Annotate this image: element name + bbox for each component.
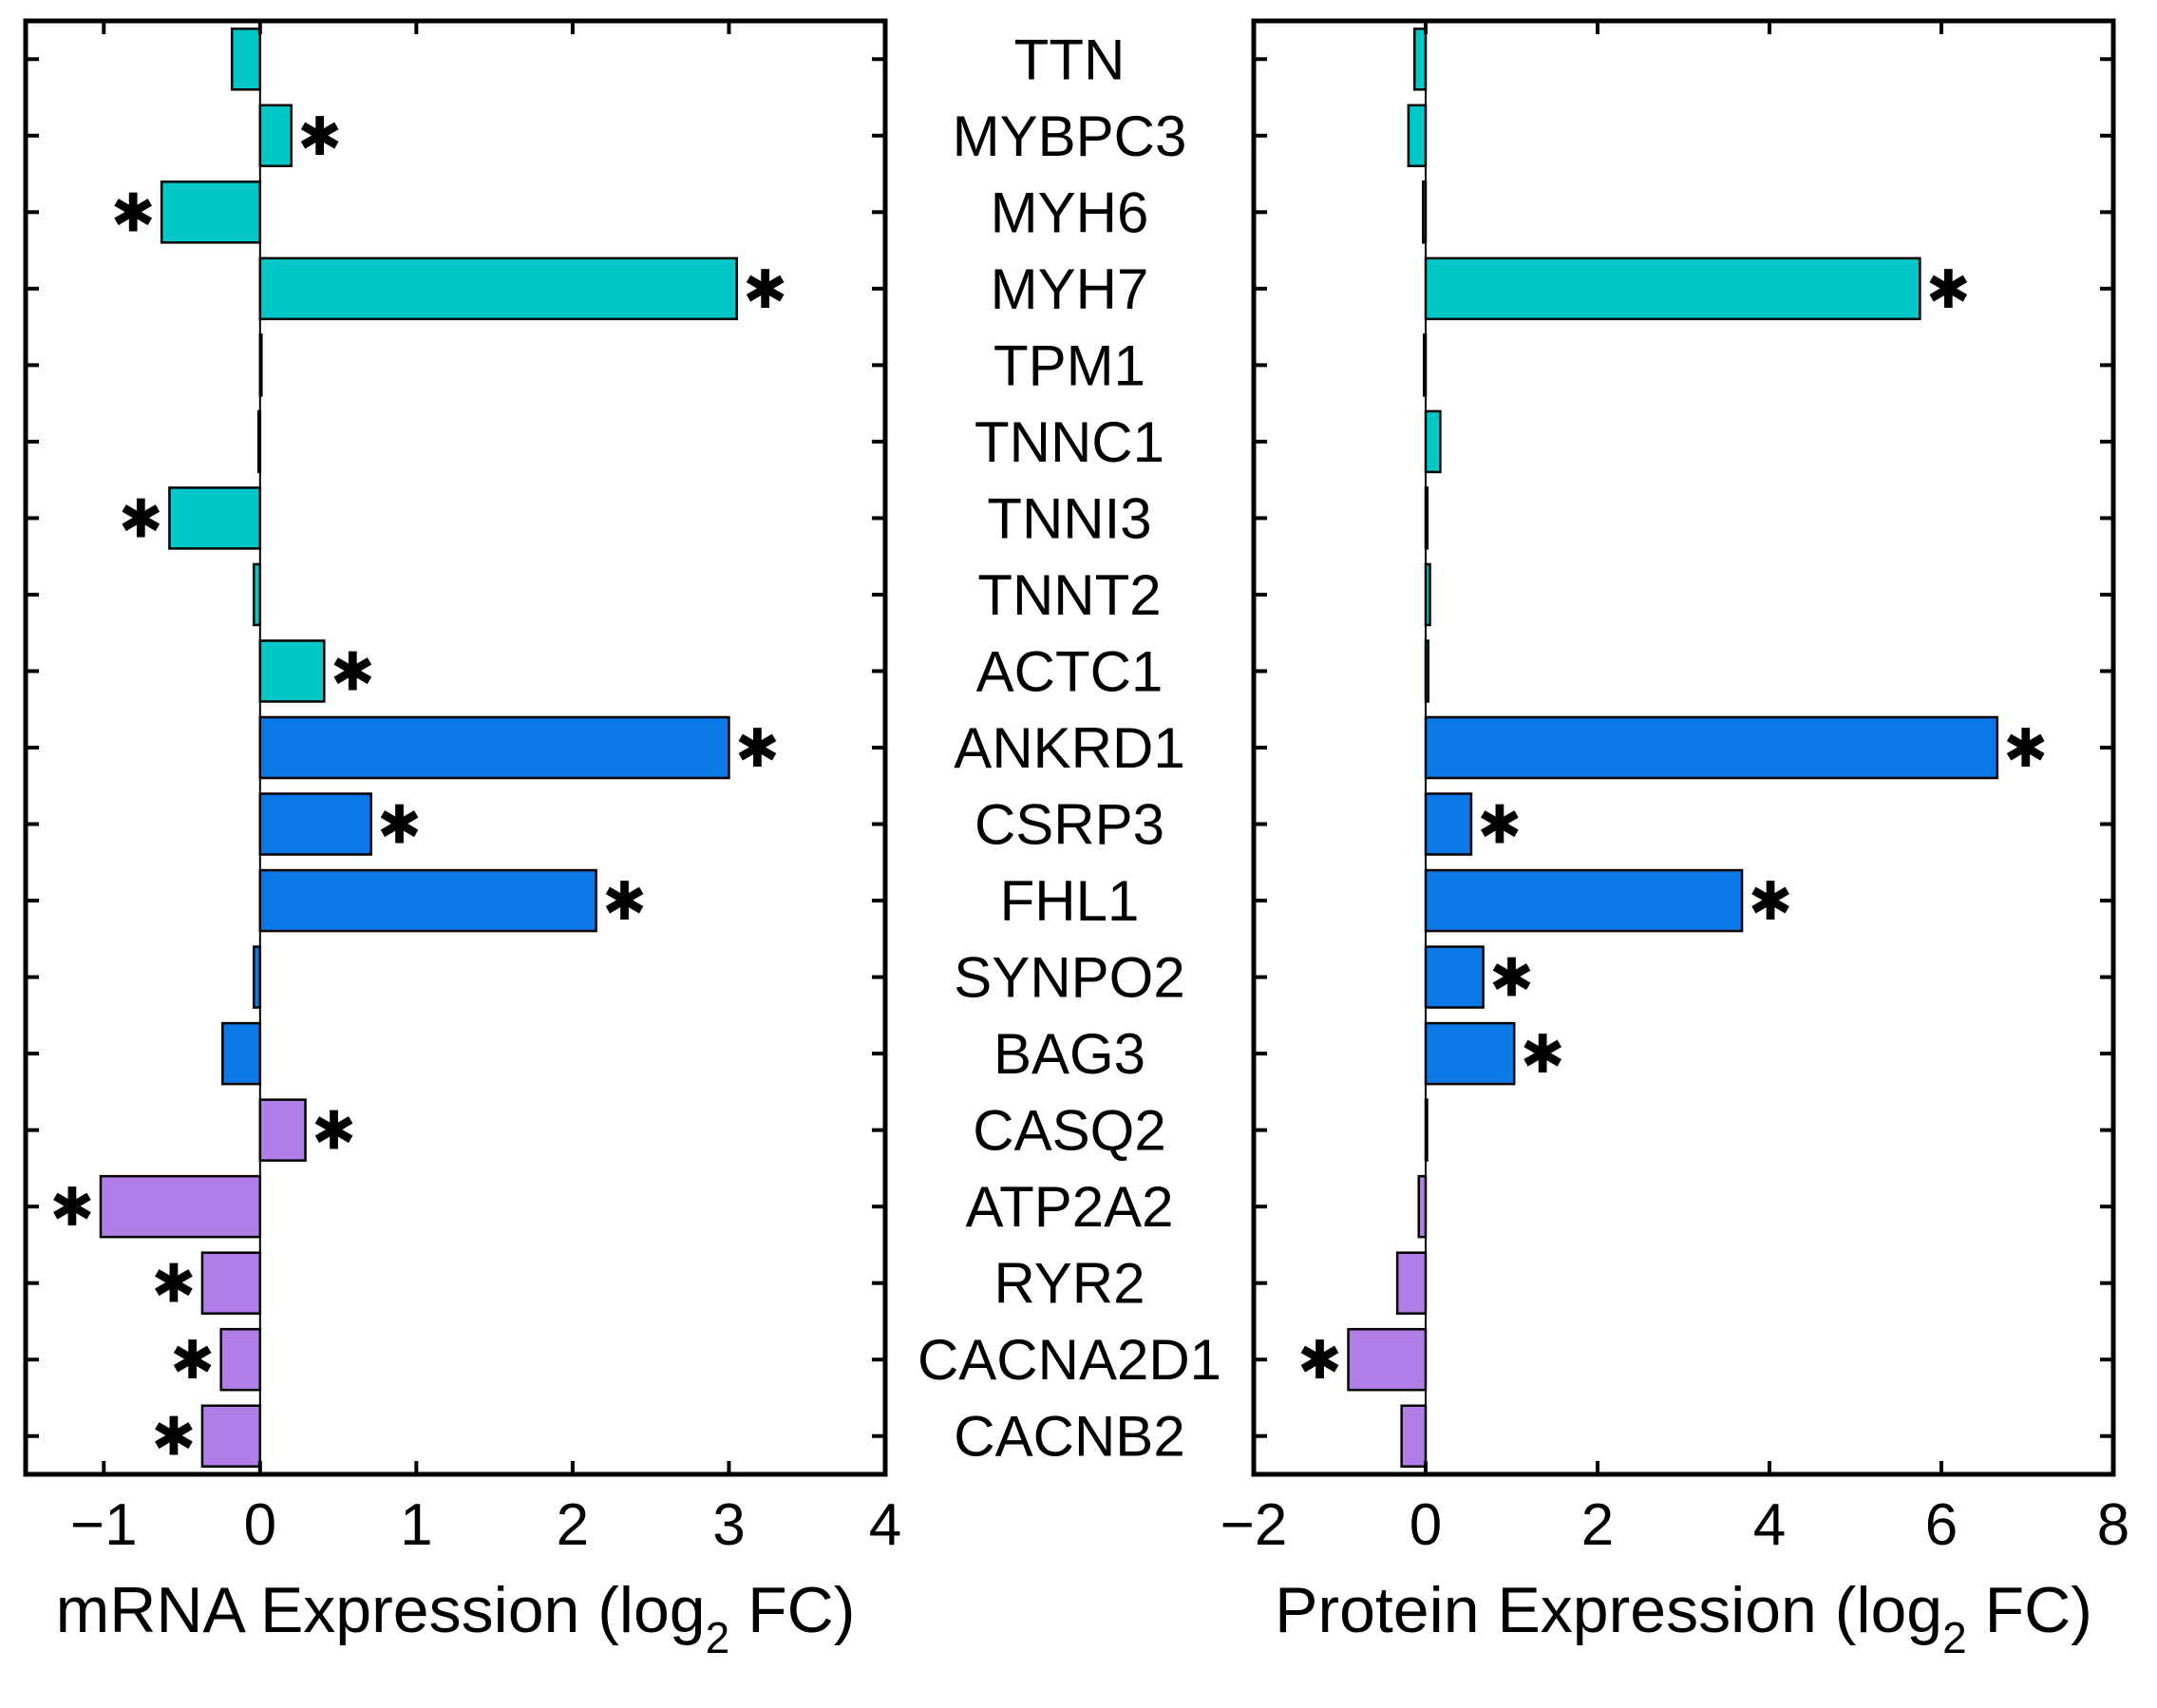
significance-star-protein-csrp3: ✱ [1478,795,1523,855]
xtick-label-protein: 0 [1410,1492,1442,1558]
significance-star-mrna-ankrd1: ✱ [735,718,780,778]
xtick-label-mrna: 3 [712,1492,745,1558]
bar-protein-myh7 [1424,256,1921,321]
significance-star-mrna-cacna2d1: ✱ [170,1330,215,1390]
bar-protein-synpo2 [1424,945,1485,1009]
xtick-label-mrna: 1 [400,1492,432,1558]
gene-label-cacnb2: CACNB2 [954,1405,1184,1469]
bar-protein-atp2a2 [1417,1174,1428,1239]
gene-label-tnnc1: TNNC1 [974,410,1164,474]
bar-mrna-mybpc3 [258,104,293,168]
bar-protein-mybpc3 [1407,104,1428,168]
bar-mrna-csrp3 [258,792,372,856]
bar-mrna-casq2 [258,1098,307,1162]
xtick-label-mrna: 4 [869,1492,901,1558]
xtick-label-protein: 2 [1581,1492,1614,1558]
significance-star-mrna-atp2a2: ✱ [50,1177,95,1237]
gene-label-tpm1: TPM1 [993,333,1145,397]
significance-star-protein-myh7: ✱ [1926,259,1971,319]
gene-label-myh7: MYH7 [991,257,1149,321]
bar-mrna-fhl1 [258,868,597,933]
bar-protein-cacna2d1 [1347,1327,1428,1392]
x-axis-label-protein: Protein Expression (log2 FC) [1275,1574,2092,1662]
xtick-label-protein: 8 [2097,1492,2129,1558]
gene-label-casq2: CASQ2 [973,1099,1165,1163]
gene-label-actc1: ACTC1 [976,639,1164,703]
bar-mrna-ankrd1 [258,715,730,780]
bar-mrna-myh7 [258,256,738,321]
xtick-label-mrna: 2 [557,1492,589,1558]
bar-protein-ankrd1 [1424,715,1999,780]
bar-protein-ttn [1412,28,1428,91]
axis-frame-protein [1251,18,2116,1477]
bar-mrna-cacnb2 [200,1404,262,1468]
xtick-label-mrna: 0 [244,1492,276,1558]
gene-label-ryr2: RYR2 [994,1252,1145,1316]
xtick-label-mrna: −1 [70,1492,138,1558]
significance-star-mrna-casq2: ✱ [312,1101,356,1161]
bar-mrna-myh6 [160,180,262,244]
xtick-label-protein: −2 [1220,1492,1288,1558]
significance-star-protein-fhl1: ✱ [1749,871,1793,931]
bar-protein-tnnc1 [1424,409,1442,474]
gene-label-myh6: MYH6 [991,180,1149,244]
significance-star-protein-bag3: ✱ [1521,1024,1565,1084]
gene-label-tnnt2: TNNT2 [977,563,1161,627]
significance-star-mrna-fhl1: ✱ [602,871,647,931]
bar-protein-bag3 [1424,1021,1516,1086]
bar-mrna-tnni3 [168,486,262,550]
bar-mrna-actc1 [258,639,326,703]
bar-mrna-atp2a2 [99,1174,262,1239]
significance-star-mrna-mybpc3: ✱ [297,106,342,166]
significance-star-mrna-actc1: ✱ [331,641,375,701]
significance-star-mrna-ryr2: ✱ [151,1254,196,1314]
gene-label-mybpc3: MYBPC3 [953,104,1187,168]
gene-label-fhl1: FHL1 [1000,869,1140,933]
gene-label-atp2a2: ATP2A2 [966,1175,1174,1239]
bar-protein-ryr2 [1395,1251,1428,1315]
bar-protein-csrp3 [1424,792,1473,856]
gene-label-ttn: TTN [1014,28,1126,91]
significance-star-mrna-myh6: ✱ [111,182,156,242]
bar-mrna-ryr2 [200,1251,262,1315]
x-axis-label-mrna: mRNA Expression (log2 FC) [56,1574,856,1662]
significance-star-mrna-myh7: ✱ [743,259,787,319]
gene-label-csrp3: CSRP3 [974,793,1164,857]
bar-protein-fhl1 [1424,868,1744,933]
gene-label-cacna2d1: CACNA2D1 [918,1328,1221,1392]
significance-star-protein-cacna2d1: ✱ [1297,1330,1342,1390]
xtick-label-protein: 4 [1753,1492,1786,1558]
bar-mrna-bag3 [221,1021,262,1086]
xtick-label-protein: 6 [1925,1492,1958,1558]
significance-star-mrna-tnni3: ✱ [119,488,163,548]
bar-mrna-cacna2d1 [219,1327,262,1392]
bar-protein-cacnb2 [1400,1404,1428,1468]
significance-star-mrna-cacnb2: ✱ [151,1407,196,1467]
gene-label-bag3: BAG3 [993,1022,1145,1086]
significance-star-protein-synpo2: ✱ [1489,948,1534,1008]
gene-label-column: TTN MYBPC3 MYH6 MYH7 TPM1 TNNC1 TNNI3 TNNT2 ACTC… [918,28,1221,1468]
gene-label-tnni3: TNNI3 [987,486,1151,550]
bar-mrna-ttn [230,28,262,91]
axis-frame-mrna [23,18,888,1477]
significance-star-mrna-csrp3: ✱ [377,795,422,855]
gene-label-ankrd1: ANKRD1 [954,716,1184,780]
gene-label-synpo2: SYNPO2 [954,946,1184,1010]
significance-star-protein-ankrd1: ✱ [2003,718,2048,778]
